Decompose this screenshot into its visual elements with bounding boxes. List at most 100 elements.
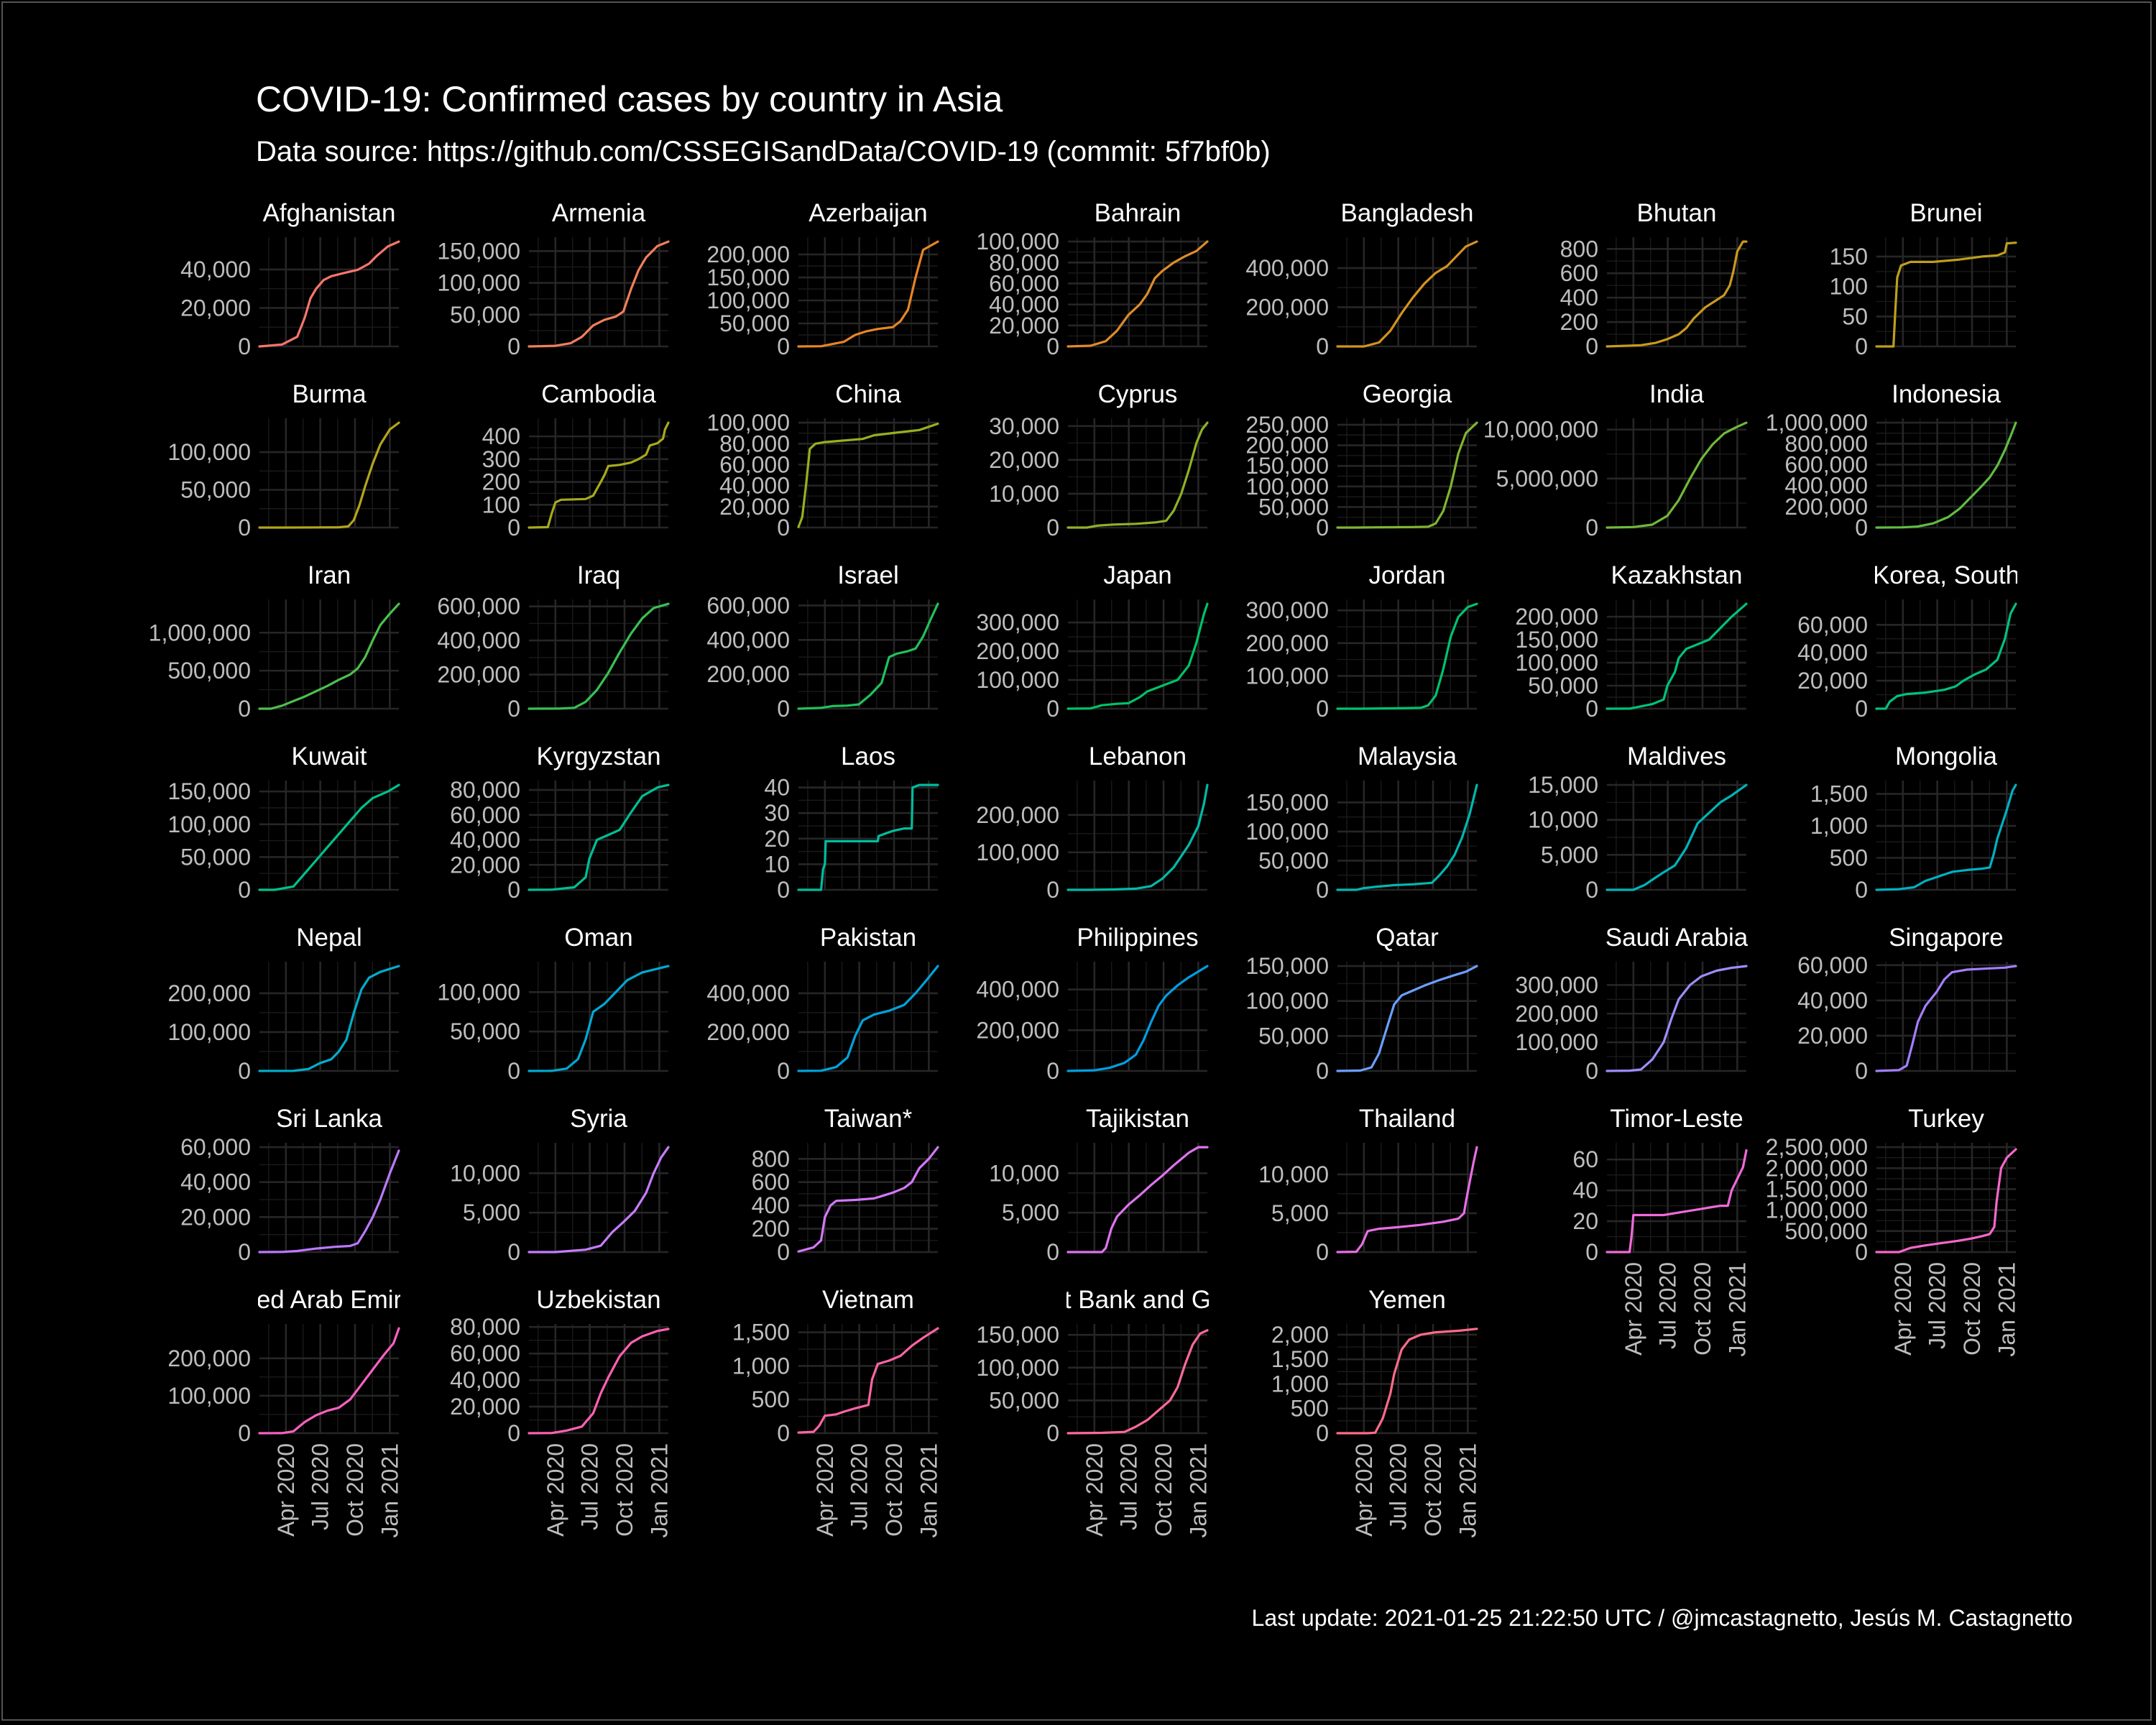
y-tick-label: 200 — [482, 469, 520, 495]
y-tick-label: 150,000 — [1245, 453, 1329, 479]
y-tick-label: 400,000 — [706, 980, 790, 1006]
x-tick-label: Apr 2020 — [1351, 1443, 1377, 1537]
panel-title: Japan — [1103, 561, 1171, 589]
y-tick-label: 0 — [1585, 696, 1598, 722]
panel-india: India 0 5,000,000 10,000,000 — [1483, 380, 1748, 540]
panel-pakistan: Pakistan 0 200,000 400,000 — [706, 924, 939, 1084]
series-line-uzbekistan — [528, 1328, 670, 1435]
panel-afghanistan: Afghanistan 0 20,000 40,000 — [180, 199, 400, 359]
y-tick-label: 300,000 — [1245, 597, 1329, 623]
y-tick-label: 10,000 — [989, 1160, 1059, 1186]
y-tick-label: 100,000 — [1245, 663, 1329, 689]
series-line-philippines — [1067, 965, 1209, 1072]
y-tick-label: 500,000 — [1784, 1218, 1868, 1244]
y-tick-label: 10,000 — [989, 481, 1059, 507]
y-tick-label: 0 — [777, 1058, 790, 1084]
y-tick-label: 0 — [777, 696, 790, 722]
y-tick-label: 50,000 — [1528, 673, 1598, 699]
y-tick-label: 10,000,000 — [1483, 417, 1598, 443]
y-tick-label: 50,000 — [719, 310, 790, 336]
y-tick-label: 250,000 — [1245, 412, 1329, 438]
x-tick-label: Jul 2020 — [847, 1443, 872, 1530]
panel-sri-lanka: Sri Lanka 0 20,000 40,000 60,000 — [180, 1105, 400, 1265]
y-tick-label: 800 — [752, 1146, 790, 1172]
x-tick-label: Apr 2020 — [1621, 1262, 1646, 1356]
panel-title: Qatar — [1376, 924, 1439, 952]
panel-title: Malaysia — [1358, 742, 1457, 770]
y-tick-label: 150,000 — [437, 238, 520, 264]
y-tick-label: 400,000 — [437, 627, 520, 653]
y-tick-label: 200,000 — [1245, 433, 1329, 459]
y-tick-label: 100,000 — [1515, 1029, 1598, 1055]
y-tick-label: 300,000 — [1515, 972, 1598, 998]
y-tick-label: 40 — [1572, 1177, 1598, 1203]
chart-subtitle: Data source: https://github.com/CSSEGISa… — [256, 136, 1271, 167]
panel-title: ed Arab Emir — [257, 1286, 402, 1314]
y-tick-label: 400 — [1560, 285, 1598, 310]
x-tick-label: Oct 2020 — [1151, 1443, 1176, 1537]
y-tick-label: 0 — [238, 334, 251, 359]
y-tick-label: 150,000 — [1245, 953, 1329, 979]
y-tick-label: 0 — [777, 334, 790, 359]
y-tick-label: 40,000 — [719, 473, 790, 499]
y-tick-label: 0 — [1855, 696, 1868, 722]
y-tick-label: 200,000 — [167, 980, 251, 1006]
panel-title: Bahrain — [1095, 199, 1181, 227]
panel-burma: Burma 0 50,000 100,000 — [167, 380, 400, 540]
y-tick-label: 0 — [777, 515, 790, 540]
y-tick-label: 30,000 — [989, 413, 1059, 439]
y-tick-label: 0 — [1855, 515, 1868, 540]
y-tick-label: 100,000 — [437, 270, 520, 296]
y-tick-label: 0 — [238, 1420, 251, 1446]
y-tick-label: 100,000 — [437, 979, 520, 1005]
series-line-laos — [797, 783, 939, 891]
y-tick-label: 0 — [507, 1058, 520, 1084]
series-line-iraq — [528, 602, 670, 710]
panel-syria: Syria 0 5,000 10,000 — [450, 1105, 670, 1265]
y-tick-label: 40,000 — [180, 257, 251, 282]
panel-title: Thailand — [1359, 1105, 1455, 1133]
series-line-bhutan — [1606, 240, 1748, 348]
x-tick-label: Jul 2020 — [1386, 1443, 1411, 1530]
y-tick-label: 200,000 — [1515, 604, 1598, 630]
y-tick-label: 100,000 — [976, 667, 1059, 693]
y-tick-label: 50,000 — [450, 1018, 520, 1044]
y-tick-label: 0 — [507, 515, 520, 540]
y-tick-label: 0 — [507, 696, 520, 722]
y-tick-label: 200,000 — [976, 638, 1059, 664]
y-tick-label: 100,000 — [706, 410, 790, 436]
y-tick-label: 0 — [507, 877, 520, 903]
panel-title: Laos — [841, 742, 895, 770]
panel-brunei: Brunei 0 50 100 150 — [1830, 199, 2017, 359]
y-tick-label: 0 — [1855, 334, 1868, 359]
panel-georgia: Georgia 050,000100,000150,000200,000250,0… — [1245, 380, 1478, 540]
y-tick-label: 40,000 — [180, 1169, 251, 1195]
y-tick-label: 0 — [1585, 515, 1598, 540]
x-tick-label: Apr 2020 — [543, 1443, 568, 1537]
y-tick-label: 10,000 — [1258, 1162, 1329, 1187]
y-tick-label: 0 — [1585, 877, 1598, 903]
y-tick-label: 600 — [752, 1169, 790, 1195]
panel-japan: Japan 0 100,000 200,000 300,000 — [976, 561, 1209, 722]
panel-title: Iraq — [577, 561, 620, 589]
series-line-kuwait — [258, 783, 400, 891]
panel-title: Israel — [837, 561, 899, 589]
panel-title: Indonesia — [1892, 380, 2001, 408]
y-tick-label: 0 — [777, 1420, 790, 1446]
y-tick-label: 0 — [238, 515, 251, 540]
y-tick-label: 100,000 — [1245, 988, 1329, 1014]
y-tick-label: 80,000 — [719, 431, 790, 456]
y-tick-label: 50,000 — [450, 302, 520, 328]
y-tick-label: 100 — [482, 492, 520, 518]
y-tick-label: 30 — [764, 800, 790, 826]
panel-title: Cambodia — [541, 380, 656, 408]
y-tick-label: 20,000 — [450, 852, 520, 878]
y-tick-label: 20,000 — [180, 1204, 251, 1230]
panel-philippines: Philippines 0 200,000 400,000 — [976, 924, 1209, 1084]
y-tick-label: 2,000,000 — [1766, 1155, 1868, 1181]
y-tick-label: 40,000 — [1797, 640, 1868, 666]
